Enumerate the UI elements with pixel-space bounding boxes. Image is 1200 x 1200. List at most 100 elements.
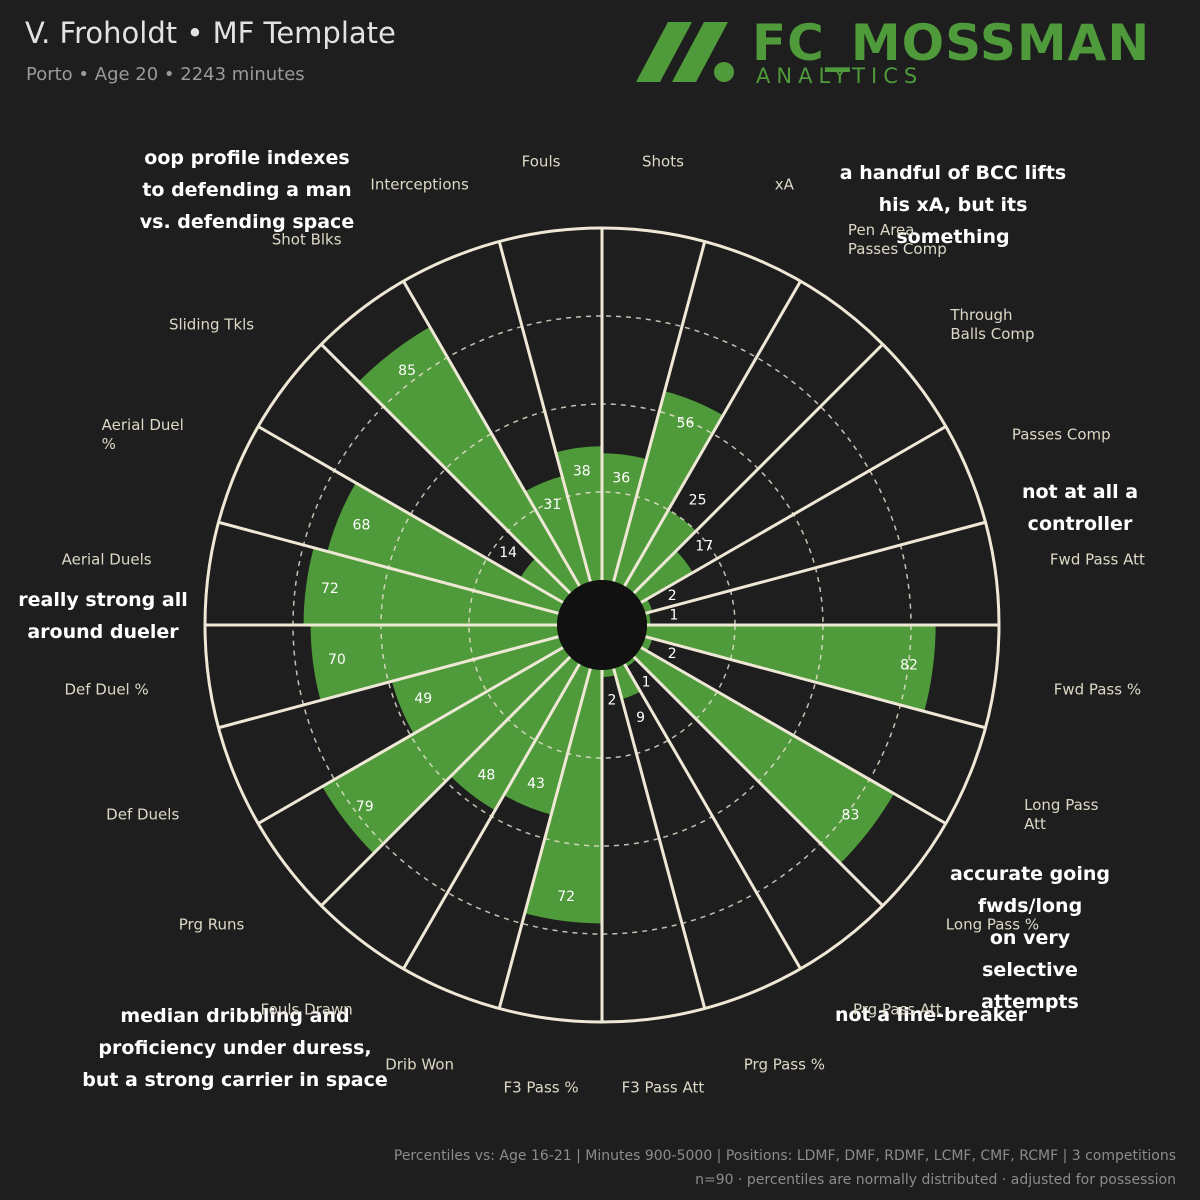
annotation: not at all a controller [1021,481,1139,535]
category-label: Drib Won [385,1055,455,1074]
bar [524,668,602,924]
annotation: accurate going fwds/long on very selecti… [950,863,1110,1013]
spoke [257,646,564,825]
bar [520,558,571,603]
category-label: Prg Runs [178,915,245,934]
category-label: Long Pass Att [1024,796,1099,834]
value-label: 36 [612,471,630,487]
spoke [612,241,707,582]
value-label: 14 [499,545,517,561]
logo-text: FC_MOSSMAN [752,14,1151,72]
spoke [623,663,802,970]
bar [645,612,651,625]
category-label: Def Duels [106,805,180,824]
spoke [640,425,947,604]
category-label: xA [774,175,794,194]
spoke [612,668,707,1009]
category-label: Interceptions [370,175,469,194]
spoke [402,663,581,970]
bar [624,509,697,594]
category-label: Aerial Duels [61,550,152,569]
bar [358,326,580,594]
category-label: Fouls Drawn [260,1000,353,1019]
bar [602,453,647,582]
bar [633,647,894,864]
bar [327,482,564,614]
subtitle: Porto • Age 20 • 2243 minutes [26,64,305,85]
value-label: 49 [414,691,432,707]
category-label: Fwd Pass % [1053,680,1142,699]
category-label: F3 Pass % [503,1078,579,1097]
bar [633,550,693,603]
spoke [320,655,572,907]
spoke [497,241,592,582]
category-label: F3 Pass Att [621,1078,705,1097]
spoke [640,646,947,825]
annotation: not a line-breaker [834,1004,1028,1026]
value-label: 48 [477,768,495,784]
value-label: 38 [573,464,591,480]
spoke [645,520,986,615]
value-label: 72 [557,889,575,905]
value-label: 70 [328,652,346,668]
value-label: 2 [668,588,677,604]
category-label: Shots [641,152,684,171]
category-label: Long Pass % [945,915,1040,934]
value-label: 85 [398,363,416,379]
title: V. Froholdt • MF Template [25,16,396,50]
value-label: 79 [356,799,374,815]
category-label: Shot Blks [271,230,342,249]
bar [613,391,724,587]
category-label: Sliding Tkls [168,315,255,334]
bar [450,656,580,811]
outer-ring [203,226,1001,1024]
bar [310,625,559,701]
value-label: 56 [677,415,695,431]
spoke [623,280,802,587]
annotation: really strong all around dueler [18,589,188,643]
value-label: 25 [689,492,707,508]
value-label: 17 [695,539,713,555]
bar [503,663,591,815]
footnote: Percentiles vs: Age 16-21 | Minutes 900-… [393,1148,1176,1164]
category-label: Passes Comp [1011,425,1111,444]
bar [524,476,591,587]
bar [602,668,616,678]
spoke [632,343,884,595]
category-label: Aerial Duel % [101,415,184,453]
footnote: n=90 · percentiles are normally distribu… [695,1172,1176,1188]
annotation: median dribbling and proficiency under d… [82,1005,388,1091]
spoke [218,635,559,730]
spoke [320,343,572,595]
value-label: 43 [527,776,545,792]
spoke [497,668,592,1009]
value-label: 9 [636,710,645,726]
annotation: oop profile indexes to defending a man v… [139,147,355,233]
value-label: 72 [321,581,339,597]
bar [624,656,637,668]
logo-subtext: ANALYTICS [756,64,924,88]
value-label: 1 [669,608,678,624]
bar [391,636,564,734]
value-label: 82 [900,657,918,673]
bar [555,446,602,582]
value-label: 2 [668,646,677,662]
category-label: Prg Pass Att [852,1000,942,1019]
category-label: Prg Pass % [743,1055,825,1074]
spoke [632,655,884,907]
category-label: Through Balls Comp [950,306,1035,344]
spoke [402,280,581,587]
category-label: Fwd Pass Att [1049,550,1145,569]
value-label: 83 [842,808,860,824]
bar [322,647,571,854]
category-label: Fouls [521,152,561,171]
category-label: Def Duel % [64,680,149,699]
value-label: 68 [353,517,371,533]
spoke [257,425,564,604]
value-label: 1 [642,675,651,691]
value-label: 2 [607,692,616,708]
category-label: Pen Area Passes Comp [847,221,947,259]
spoke [218,520,559,615]
